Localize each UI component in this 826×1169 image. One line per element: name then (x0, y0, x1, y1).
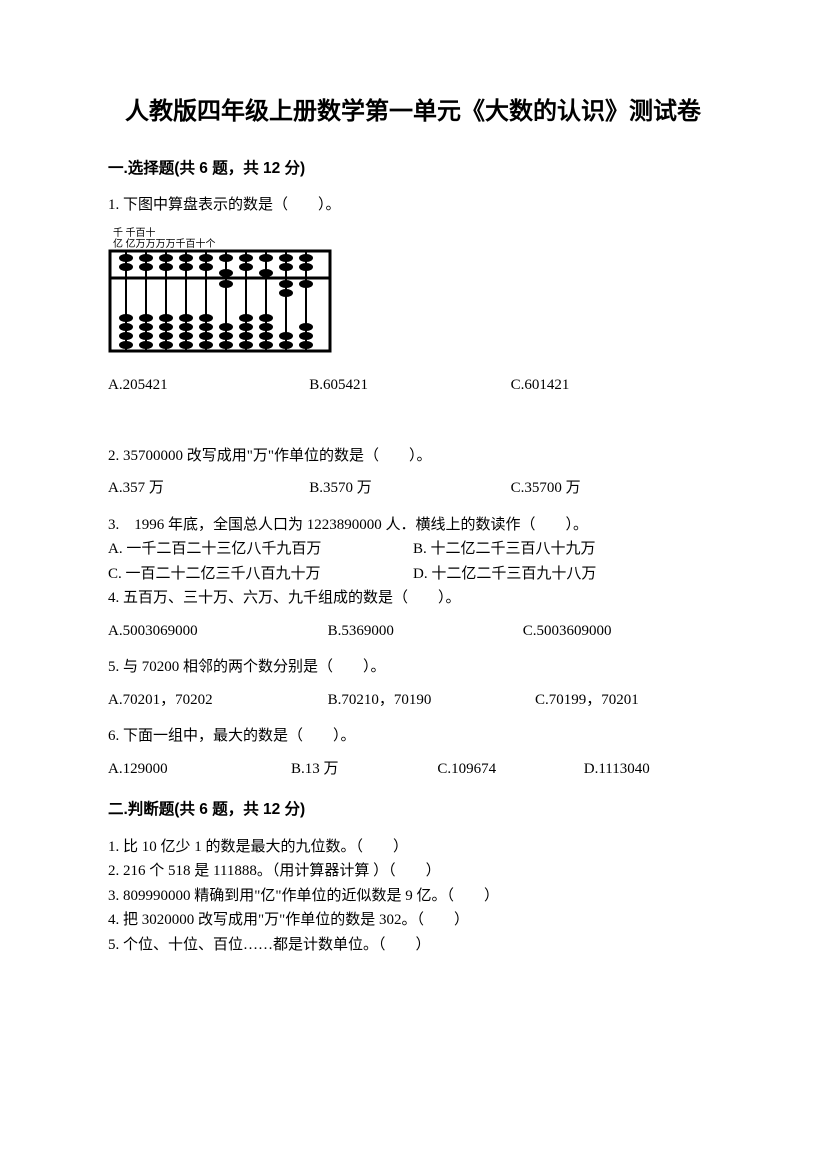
judge-q5: 5. 个位、十位、百位……都是计数单位。（ ） (108, 934, 718, 957)
page-title: 人教版四年级上册数学第一单元《大数的认识》测试卷 (108, 95, 718, 129)
question-1: 1. 下图中算盘表示的数是（ ）。 千 千百十 亿 亿万万万万千百十个 (108, 194, 718, 397)
q1-text: 1. 下图中算盘表示的数是（ ）。 (108, 194, 718, 217)
judge-q4: 4. 把 3020000 改写成用"万"作单位的数是 302。（ ） (108, 909, 718, 932)
q5-opt-a: A.70201，70202 (108, 689, 328, 712)
q5-opt-c: C.70199，70201 (535, 689, 718, 712)
q6-opt-d: D.1113040 (584, 758, 718, 781)
question-4: 4. 五百万、三十万、六万、九千组成的数是（ ）。 A.5003069000 B… (108, 587, 718, 642)
q6-text: 6. 下面一组中，最大的数是（ ）。 (108, 725, 718, 748)
q2-text: 2. 35700000 改写成用"万"作单位的数是（ ）。 (108, 445, 718, 468)
q2-opt-a: A.357 万 (108, 477, 309, 500)
q1-opt-c: C.601421 (511, 374, 712, 397)
svg-text:亿 亿万万万万千百十个: 亿 亿万万万万千百十个 (113, 237, 216, 250)
q2-opt-b: B.3570 万 (309, 477, 510, 500)
judge-q3: 3. 809990000 精确到用"亿"作单位的近似数是 9 亿。（ ） (108, 885, 718, 908)
q4-opt-a: A.5003069000 (108, 620, 328, 643)
q3-opt-b: B. 十二亿二千三百八十九万 (413, 538, 718, 561)
q3-text: 3. 1996 年底，全国总人口为 1223890000 人．横线上的数读作（ … (108, 514, 718, 537)
q1-opt-b: B.605421 (309, 374, 510, 397)
q3-options: A. 一千二百二十三亿八千九百万 B. 十二亿二千三百八十九万 C. 一百二十二… (108, 538, 718, 585)
q6-opt-b: B.13 万 (291, 758, 437, 781)
q4-options: A.5003069000 B.5369000 C.5003609000 (108, 620, 718, 643)
q4-opt-c: C.5003609000 (523, 620, 718, 643)
q5-text: 5. 与 70200 相邻的两个数分别是（ ）。 (108, 656, 718, 679)
q2-options: A.357 万 B.3570 万 C.35700 万 (108, 477, 718, 500)
q5-opt-b: B.70210，70190 (328, 689, 535, 712)
q4-text: 4. 五百万、三十万、六万、九千组成的数是（ ）。 (108, 587, 718, 610)
q6-opt-a: A.129000 (108, 758, 291, 781)
q3-opt-a: A. 一千二百二十三亿八千九百万 (108, 538, 413, 561)
q2-opt-c: C.35700 万 (511, 477, 712, 500)
q1-opt-a: A.205421 (108, 374, 309, 397)
question-3: 3. 1996 年底，全国总人口为 1223890000 人．横线上的数读作（ … (108, 514, 718, 586)
question-6: 6. 下面一组中，最大的数是（ ）。 A.129000 B.13 万 C.109… (108, 725, 718, 780)
q4-opt-b: B.5369000 (328, 620, 523, 643)
judge-q2: 2. 216 个 518 是 111888。（用计算器计算 ）（ ） (108, 860, 718, 883)
section2-header: 二.判断题(共 6 题，共 12 分) (108, 798, 718, 821)
q3-opt-c: C. 一百二十二亿三千八百九十万 (108, 563, 413, 586)
q6-options: A.129000 B.13 万 C.109674 D.1113040 (108, 758, 718, 781)
question-2: 2. 35700000 改写成用"万"作单位的数是（ ）。 A.357 万 B.… (108, 445, 718, 500)
q1-options: A.205421 B.605421 C.601421 (108, 374, 718, 397)
q6-opt-c: C.109674 (437, 758, 583, 781)
section1-header: 一.选择题(共 6 题，共 12 分) (108, 157, 718, 180)
judge-q1: 1. 比 10 亿少 1 的数是最大的九位数。（ ） (108, 836, 718, 859)
q3-opt-d: D. 十二亿二千三百九十八万 (413, 563, 718, 586)
abacus-image: 千 千百十 亿 亿万万万万千百十个 (108, 226, 718, 356)
q5-options: A.70201，70202 B.70210，70190 C.70199，7020… (108, 689, 718, 712)
svg-text:千 千百十: 千 千百十 (113, 226, 156, 239)
question-5: 5. 与 70200 相邻的两个数分别是（ ）。 A.70201，70202 B… (108, 656, 718, 711)
